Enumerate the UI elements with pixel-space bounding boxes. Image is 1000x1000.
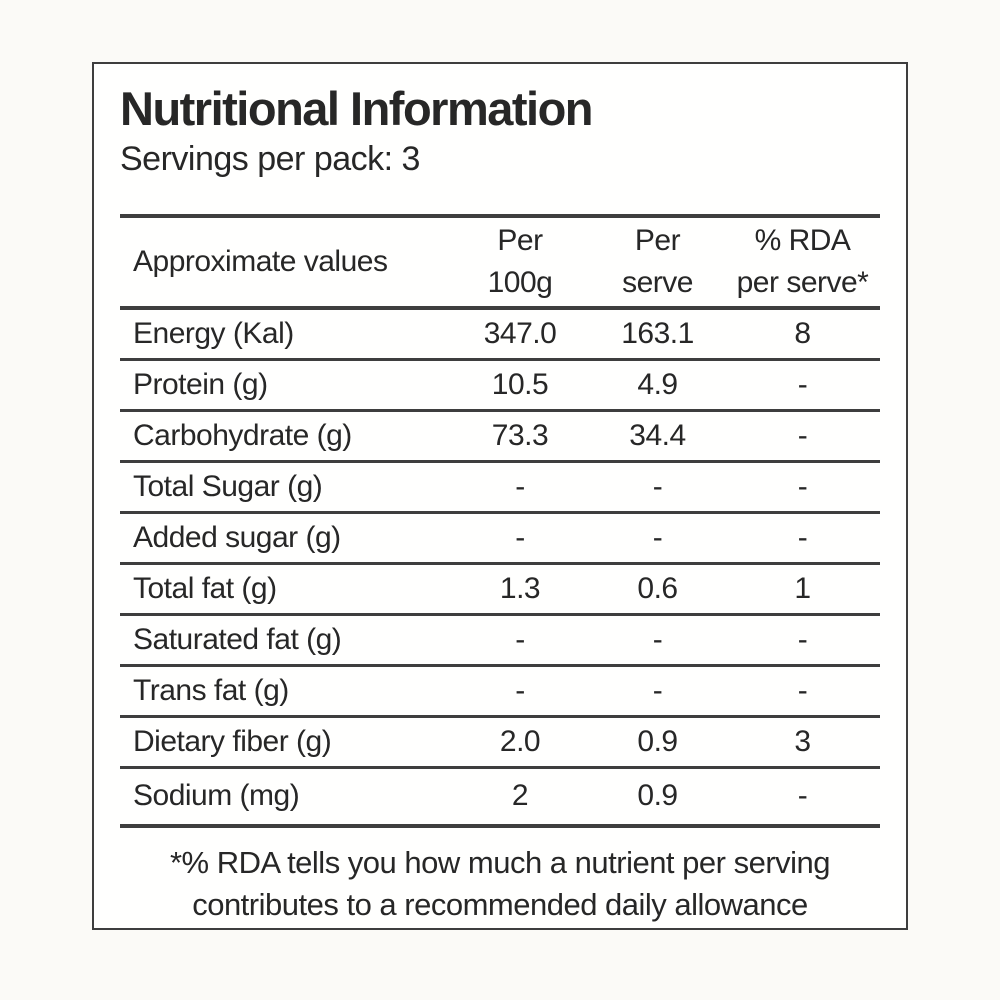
table-row-saturated-fat: Saturated fat (g) - - - bbox=[120, 614, 880, 667]
column-header-line: % RDA bbox=[754, 223, 851, 257]
table-row-total-fat: Total fat (g) 1.3 0.6 1 bbox=[120, 563, 880, 616]
value-rda-per-serve: 8 bbox=[725, 307, 880, 361]
nutrient-label: Total fat (g) bbox=[120, 563, 450, 616]
column-header-line: serve bbox=[622, 265, 693, 299]
nutrient-label: Added sugar (g) bbox=[120, 512, 450, 565]
nutrient-label: Total Sugar (g) bbox=[120, 461, 450, 514]
nutrient-label: Carbohydrate (g) bbox=[120, 410, 450, 463]
table-row-added-sugar: Added sugar (g) - - - bbox=[120, 512, 880, 565]
value-per-100g: 1.3 bbox=[450, 563, 590, 616]
nutrient-label: Protein (g) bbox=[120, 359, 450, 412]
column-header-line: Per bbox=[497, 223, 543, 257]
table-header-row: Approximate values Per 100g Per serve % … bbox=[120, 213, 880, 310]
nutrient-label: Energy (Kal) bbox=[120, 307, 450, 361]
value-per-100g: 2 bbox=[450, 767, 590, 828]
table-row-energy: Energy (Kal) 347.0 163.1 8 bbox=[120, 307, 880, 361]
table-row-sodium: Sodium (mg) 2 0.9 - bbox=[120, 767, 880, 828]
nutrient-label: Sodium (mg) bbox=[120, 767, 450, 828]
column-header-per-serve: Per serve bbox=[590, 213, 725, 310]
value-per-serve: 34.4 bbox=[590, 410, 725, 463]
value-per-100g: - bbox=[450, 461, 590, 514]
value-rda-per-serve: - bbox=[725, 461, 880, 514]
value-per-serve: 0.6 bbox=[590, 563, 725, 616]
nutrient-label: Saturated fat (g) bbox=[120, 614, 450, 667]
rda-footnote-line2: contributes to a recommended daily allow… bbox=[192, 887, 808, 923]
table-row-carbohydrate: Carbohydrate (g) 73.3 34.4 - bbox=[120, 410, 880, 463]
value-per-serve: - bbox=[590, 665, 725, 718]
value-rda-per-serve: - bbox=[725, 665, 880, 718]
value-rda-per-serve: 3 bbox=[725, 716, 880, 769]
servings-per-pack: Servings per pack: 3 bbox=[120, 139, 420, 178]
column-header-per-100g: Per 100g bbox=[450, 213, 590, 310]
table-row-trans-fat: Trans fat (g) - - - bbox=[120, 665, 880, 718]
value-per-serve: 163.1 bbox=[590, 307, 725, 361]
value-per-serve: - bbox=[590, 614, 725, 667]
nutrition-label-panel: Nutritional Information Servings per pac… bbox=[92, 62, 908, 930]
table-row-total-sugar: Total Sugar (g) - - - bbox=[120, 461, 880, 514]
value-per-serve: - bbox=[590, 461, 725, 514]
column-header-approximate-values: Approximate values bbox=[120, 213, 450, 310]
column-header-line: Per bbox=[634, 223, 681, 257]
value-per-100g: 2.0 bbox=[450, 716, 590, 769]
table-row-protein: Protein (g) 10.5 4.9 - bbox=[120, 359, 880, 412]
value-per-serve: 0.9 bbox=[590, 716, 725, 769]
value-per-serve: 4.9 bbox=[590, 359, 725, 412]
rda-footnote-line1: *% RDA tells you how much a nutrient per… bbox=[169, 844, 831, 880]
value-rda-per-serve: - bbox=[725, 512, 880, 565]
value-per-serve: 0.9 bbox=[590, 767, 725, 828]
value-per-100g: - bbox=[450, 665, 590, 718]
value-rda-per-serve: - bbox=[725, 614, 880, 667]
column-header-line: 100g bbox=[487, 265, 553, 299]
nutrition-table: Approximate values Per 100g Per serve % … bbox=[120, 213, 880, 828]
column-header-line: per serve* bbox=[736, 265, 869, 299]
value-rda-per-serve: - bbox=[725, 410, 880, 463]
value-rda-per-serve: - bbox=[725, 767, 880, 828]
column-header-rda-per-serve: % RDA per serve* bbox=[725, 213, 880, 310]
value-rda-per-serve: - bbox=[725, 359, 880, 412]
page-title: Nutritional Information bbox=[120, 82, 594, 135]
value-per-100g: 347.0 bbox=[450, 307, 590, 361]
value-per-100g: 10.5 bbox=[450, 359, 590, 412]
value-rda-per-serve: 1 bbox=[725, 563, 880, 616]
value-per-serve: - bbox=[590, 512, 725, 565]
table-row-dietary-fiber: Dietary fiber (g) 2.0 0.9 3 bbox=[120, 716, 880, 769]
nutrient-label: Trans fat (g) bbox=[120, 665, 450, 718]
value-per-100g: - bbox=[450, 614, 590, 667]
nutrient-label: Dietary fiber (g) bbox=[120, 716, 450, 769]
value-per-100g: 73.3 bbox=[450, 410, 590, 463]
value-per-100g: - bbox=[450, 512, 590, 565]
rda-footnote: *% RDA tells you how much a nutrient per… bbox=[120, 842, 880, 928]
